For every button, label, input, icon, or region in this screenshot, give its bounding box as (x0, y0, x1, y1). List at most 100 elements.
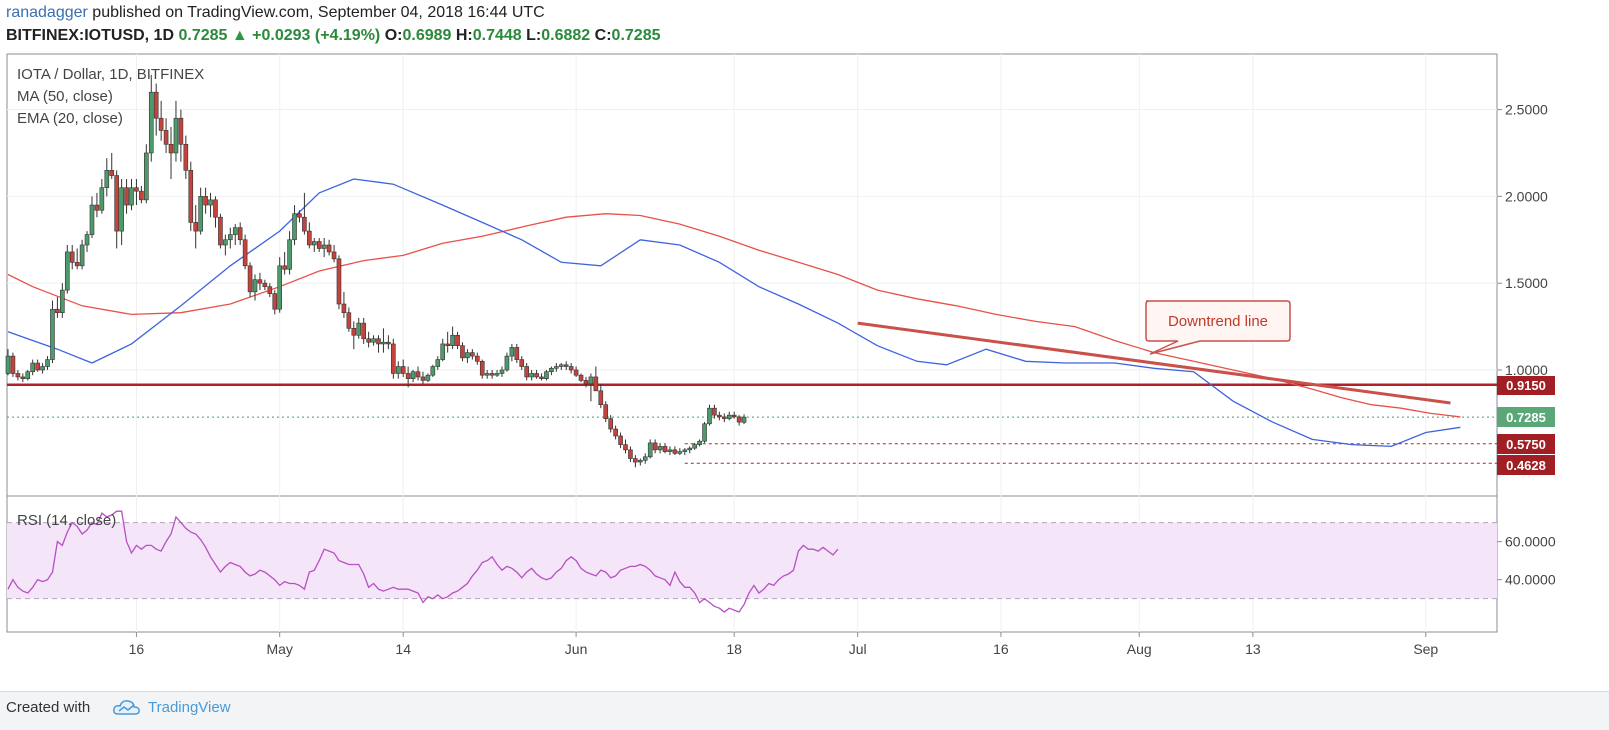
candle-body (94, 204, 100, 211)
downtrend-callout[interactable]: Downtrend line (1145, 300, 1291, 355)
candle-body (420, 376, 426, 381)
candle-body (460, 345, 465, 359)
candle-body (588, 376, 594, 385)
candle-body (366, 338, 371, 343)
candle-body (64, 251, 70, 291)
candle-body (50, 308, 55, 360)
candle-body (326, 244, 332, 253)
candle-body (129, 187, 134, 206)
candle-body (257, 279, 263, 284)
candle-body (726, 414, 732, 419)
downtrend-line-path[interactable] (857, 321, 1451, 405)
support-high-label-box (1497, 434, 1555, 454)
candle-body (721, 416, 727, 419)
chart-area[interactable]: 16 May 14 Jun 18 Jul 16 Aug 13 Sep 2.5000 2.0000 1.5… (0, 52, 1609, 692)
candle-body (633, 458, 638, 463)
candle-body (405, 373, 411, 379)
candle-body (519, 359, 525, 367)
candle-body (702, 423, 707, 442)
candle-body (208, 199, 213, 206)
candle-body (638, 459, 643, 463)
legend-ma: MA (50, close) (17, 88, 113, 105)
candle-body (618, 435, 623, 445)
candle-body (20, 376, 26, 379)
symbol-bar: BITFINEX:IOTUSD, 1D 0.7285 ▲ +0.0293 (+4… (6, 27, 660, 45)
candle-body (188, 170, 194, 223)
candle-body (99, 187, 105, 211)
candle-body (119, 187, 124, 232)
candle-body (558, 364, 564, 367)
price-label-last: 0.7285 (1497, 407, 1555, 427)
candle-body (445, 343, 450, 346)
legend-rsi: RSI (14, close) (17, 512, 116, 529)
price-label-support-high: 0.5750 (1497, 434, 1555, 454)
candle-body (647, 442, 653, 458)
candle-body (568, 366, 574, 371)
support-low-label-box (1497, 455, 1555, 475)
price-pane-frame (6, 53, 1498, 497)
candle-body (60, 289, 65, 313)
support-high-label-text: 0.5750 (1506, 437, 1546, 452)
support-low-label-text: 0.4628 (1506, 458, 1546, 473)
candle-body (494, 373, 500, 376)
candle-body (311, 241, 317, 246)
candle-body (598, 390, 604, 406)
candle-body (534, 373, 539, 378)
candle-body (410, 371, 416, 379)
candle-body (736, 416, 742, 423)
candle-body (178, 117, 184, 145)
candle-body (158, 117, 164, 131)
candle-body (489, 373, 495, 376)
legend-title: IOTA / Dollar, 1D, BITFINEX (17, 66, 204, 83)
candle-body (356, 322, 362, 336)
candle-body (228, 234, 233, 241)
x-tick-label: May (266, 641, 292, 657)
open-label: O: (384, 27, 403, 44)
candle-body (30, 362, 36, 373)
tradingview-cloud-icon[interactable] (112, 698, 142, 718)
rsi-band (7, 522, 1497, 600)
candle-body (144, 152, 149, 201)
author-link[interactable]: ranadagger (6, 4, 88, 21)
candle-body (316, 241, 322, 249)
high-value: 0.7448 (472, 27, 522, 44)
candle-body (529, 373, 534, 378)
tradingview-link[interactable]: TradingView (148, 699, 231, 716)
x-tick-label: Jun (565, 641, 588, 657)
downtrend-line[interactable] (857, 321, 1451, 405)
candle-body (40, 366, 45, 371)
ema-20-path (7, 178, 1461, 448)
candle-body (455, 334, 460, 346)
candle-body (484, 373, 490, 376)
candle-body (707, 407, 712, 425)
candle-body (321, 244, 327, 249)
candle-body (549, 367, 554, 373)
candle-body (652, 442, 658, 451)
candle-body (623, 444, 628, 451)
candle-body (524, 366, 530, 378)
candle-body (79, 244, 85, 267)
candle-body (608, 418, 613, 430)
rsi-band-fill (7, 522, 1497, 599)
candle-body (593, 376, 599, 392)
candle-body (741, 416, 747, 423)
candle-body (657, 446, 663, 451)
candle-body (514, 347, 520, 360)
candle-body (232, 227, 238, 235)
candle-body (307, 230, 312, 246)
candle-body (672, 449, 678, 454)
candle-body (430, 366, 436, 376)
candle-body (5, 355, 11, 374)
published-text: published on TradingView.com, September … (92, 4, 545, 21)
candle-body (440, 343, 446, 360)
axes: 16 May 14 Jun 18 Jul 16 Aug 13 Sep 2.5000 2.0000 1.5… (129, 102, 1556, 657)
last-price-label-text: 0.7285 (1506, 410, 1546, 425)
candle-body (55, 308, 60, 313)
rsi-tick-label: 40.0000 (1505, 572, 1556, 588)
last-price-label-box (1497, 407, 1555, 427)
x-tick-label: 16 (129, 641, 145, 657)
candle-body (381, 341, 386, 345)
candle-body (712, 407, 717, 416)
candle-body (10, 355, 16, 374)
candle-body (509, 347, 515, 357)
